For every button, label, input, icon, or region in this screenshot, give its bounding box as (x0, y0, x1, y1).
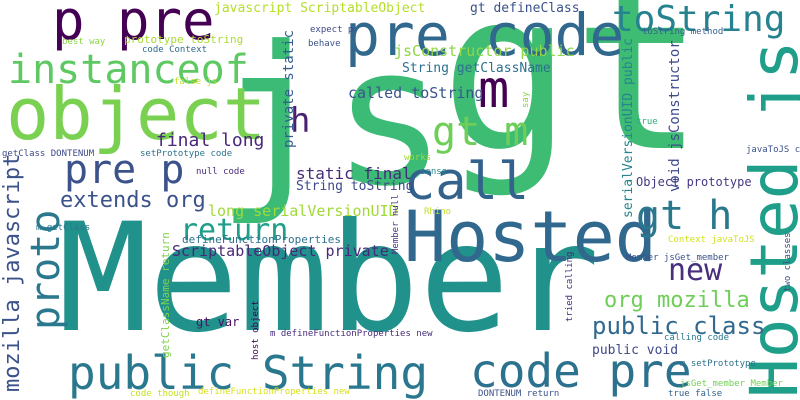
word-final-long: final long (156, 130, 265, 151)
word-m-setprototype: m setPrototype (680, 359, 756, 369)
word-string-tostring: String toString (296, 179, 414, 194)
word-scriptableobject-private: ScriptableObject private (172, 242, 389, 260)
word-hosted-js: Hosted js (736, 40, 800, 398)
word-new: new (668, 253, 723, 288)
word-definefunctionproperties-new: defineFunctionProperties new (198, 387, 350, 397)
word-tostring-method: toString method (642, 27, 724, 37)
word-m-definefunctionproperties-new: m defineFunctionProperties new (270, 329, 433, 339)
word-definefunctionproperties: defineFunctionProperties (182, 233, 341, 246)
word-tried-calling: tried calling (565, 251, 575, 322)
word-calling-code: calling code (664, 333, 730, 343)
word-mozilla-javascript: mozilla javascript (0, 153, 25, 392)
word-public-string: public String (68, 346, 429, 400)
word-gt-h: gt h (636, 193, 733, 239)
word-jsget-member-member: jsGet_member Member (680, 379, 783, 389)
word-javatojs-code: javaToJS code (746, 145, 800, 155)
word-gt: gt (440, 0, 705, 200)
word-instanceof: instanceof (8, 47, 249, 93)
word-rhino: Rhino (424, 207, 452, 217)
word-true-false: true false (668, 389, 723, 399)
word-sense: sense (420, 167, 448, 177)
word-public-void: public void (592, 343, 679, 358)
word-null-code: null code (196, 167, 245, 177)
word-code-though: code though (130, 389, 190, 399)
word-expect-p: expect p (310, 25, 354, 35)
word-code-pre: code pre (470, 344, 692, 398)
word-true: true (636, 117, 658, 127)
word-object-prototype: Object prototype (636, 175, 752, 189)
word-p-pre: p pre (52, 0, 215, 52)
word-member-null: Member null (391, 194, 401, 254)
word-serialversionuid-public: serialVersionUID public (621, 37, 636, 218)
word-tostring: toString (612, 0, 786, 40)
word-jsconstructor-public: jsConstructor public (394, 42, 575, 60)
word-best-way: best way (62, 37, 106, 47)
word-extends-org: extends org (60, 188, 206, 213)
word-void-jsconstructor: void jsConstructor (667, 40, 683, 192)
word-public-class: public class (592, 312, 766, 340)
word-false-js: false js (174, 77, 218, 87)
word-hosted: Hosted (404, 196, 657, 278)
word-private-static: private static (281, 29, 297, 148)
word-setprototype-code: setPrototype code (140, 149, 233, 159)
word-context-javatojs: Context javaToJS (668, 235, 755, 245)
word-pre-p: pre p (64, 147, 185, 193)
word-return: return (180, 213, 289, 248)
word-long-serialversionuid: long serialVersionUID (208, 202, 398, 220)
word-static-final: static final (296, 164, 412, 183)
word-behave: behave (308, 39, 341, 49)
word-dontenum-return: DONTENUM return (478, 389, 560, 399)
word-getclassname-return: getClassName return (159, 232, 172, 358)
word-m: m (478, 60, 510, 120)
word-getclass-dontenum: getClass DONTENUM (2, 149, 95, 159)
word-js: js (216, 6, 448, 229)
word-h: h (290, 101, 311, 141)
word-called-tostring: called toString (348, 84, 484, 102)
word-call: call (404, 152, 530, 212)
word-member: Member (58, 192, 600, 366)
word-member-jsget-member: Member jsGet_member (626, 253, 729, 263)
word-two-classes: two classes (783, 232, 793, 292)
word-m-getclass: m getClass (36, 223, 91, 233)
word-gt-defineclass: gt defineClass (470, 1, 580, 16)
word-gt-m: gt m (432, 109, 529, 155)
word-host-object: host object (251, 300, 261, 360)
word-prototype-tostring: prototype toString (124, 33, 244, 46)
word-org-mozilla: org mozilla (604, 288, 750, 313)
word-gt-var: gt var (196, 315, 240, 329)
word-pre-code: pre code (345, 1, 625, 69)
word-string-getclassname: String getClassName (402, 61, 551, 76)
word-say: say (521, 91, 531, 108)
word-works: works (404, 153, 432, 163)
word-object: object (6, 72, 267, 156)
word-javascript-scriptableobject: javascript ScriptableObject (214, 1, 426, 16)
word-code-context: code Context (142, 45, 208, 55)
